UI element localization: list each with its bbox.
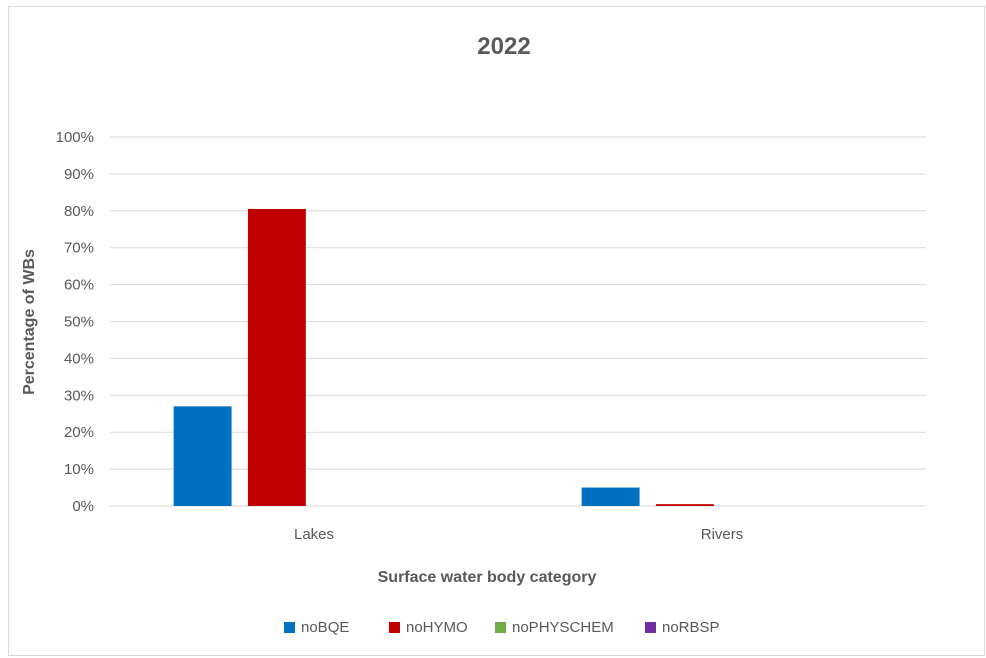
x-tick-label: Rivers bbox=[701, 526, 744, 543]
y-tick-label: 40% bbox=[64, 350, 94, 367]
y-axis-title: Percentage of WBs bbox=[21, 249, 38, 395]
y-tick-label: 60% bbox=[64, 277, 94, 294]
y-tick-label: 30% bbox=[64, 387, 94, 404]
legend-swatch-noRBSP bbox=[645, 622, 656, 633]
bar-noHYMO-Rivers bbox=[655, 504, 714, 506]
y-tick-label: 0% bbox=[72, 498, 94, 515]
y-axis-ticks: 0% 10% 20% 30% 40% 50% 60% 70% 80% 90% 100% bbox=[56, 129, 94, 515]
bar-noBQE-Lakes bbox=[173, 406, 232, 506]
y-tick-label: 80% bbox=[64, 203, 94, 220]
legend-label-noRBSP: noRBSP bbox=[662, 619, 720, 636]
legend-label-noHYMO: noHYMO bbox=[406, 619, 468, 636]
bar-noBQE-Rivers bbox=[581, 487, 640, 506]
x-tick-label: Lakes bbox=[294, 526, 334, 543]
legend-swatch-noHYMO bbox=[389, 622, 400, 633]
legend-swatch-noBQE bbox=[284, 622, 295, 633]
x-axis-title: Surface water body category bbox=[378, 569, 597, 586]
y-tick-label: 50% bbox=[64, 314, 94, 331]
y-tick-label: 70% bbox=[64, 240, 94, 257]
bars bbox=[173, 208, 714, 506]
gridlines bbox=[110, 136, 926, 507]
x-axis-ticks: Lakes Rivers bbox=[294, 526, 743, 543]
y-tick-label: 20% bbox=[64, 424, 94, 441]
y-tick-label: 10% bbox=[64, 461, 94, 478]
chart-title: 2022 bbox=[477, 33, 530, 60]
y-tick-label: 90% bbox=[64, 166, 94, 183]
bar-noHYMO-Lakes bbox=[247, 208, 306, 506]
y-tick-label: 100% bbox=[56, 129, 94, 146]
legend-swatch-noPHYSCHEM bbox=[495, 622, 506, 633]
legend-label-noBQE: noBQE bbox=[301, 619, 349, 636]
legend-label-noPHYSCHEM: noPHYSCHEM bbox=[512, 619, 614, 636]
chart-frame bbox=[8, 6, 985, 656]
legend: noBQE noHYMO noPHYSCHEM noRBSP bbox=[284, 619, 720, 636]
